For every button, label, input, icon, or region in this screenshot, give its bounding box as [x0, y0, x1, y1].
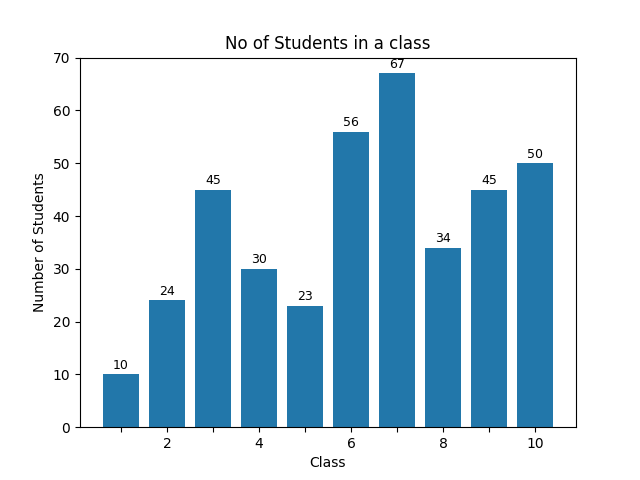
Bar	[516, 163, 554, 427]
X-axis label: Class: Class	[310, 456, 346, 470]
Text: 23: 23	[297, 290, 313, 303]
Bar	[333, 132, 369, 427]
Title: No of Students in a class: No of Students in a class	[225, 35, 431, 53]
Text: 45: 45	[481, 174, 497, 187]
Bar	[241, 269, 277, 427]
Bar	[379, 73, 415, 427]
Text: 56: 56	[343, 116, 359, 129]
Text: 24: 24	[159, 285, 175, 298]
Bar	[470, 190, 508, 427]
Bar	[195, 190, 232, 427]
Bar	[148, 300, 186, 427]
Bar	[424, 248, 461, 427]
Y-axis label: Number of Students: Number of Students	[33, 172, 47, 312]
Text: 30: 30	[251, 253, 267, 266]
Text: 67: 67	[389, 58, 405, 71]
Text: 10: 10	[113, 359, 129, 372]
Text: 45: 45	[205, 174, 221, 187]
Text: 50: 50	[527, 147, 543, 160]
Text: 34: 34	[435, 232, 451, 245]
Bar	[102, 374, 140, 427]
Bar	[287, 306, 323, 427]
